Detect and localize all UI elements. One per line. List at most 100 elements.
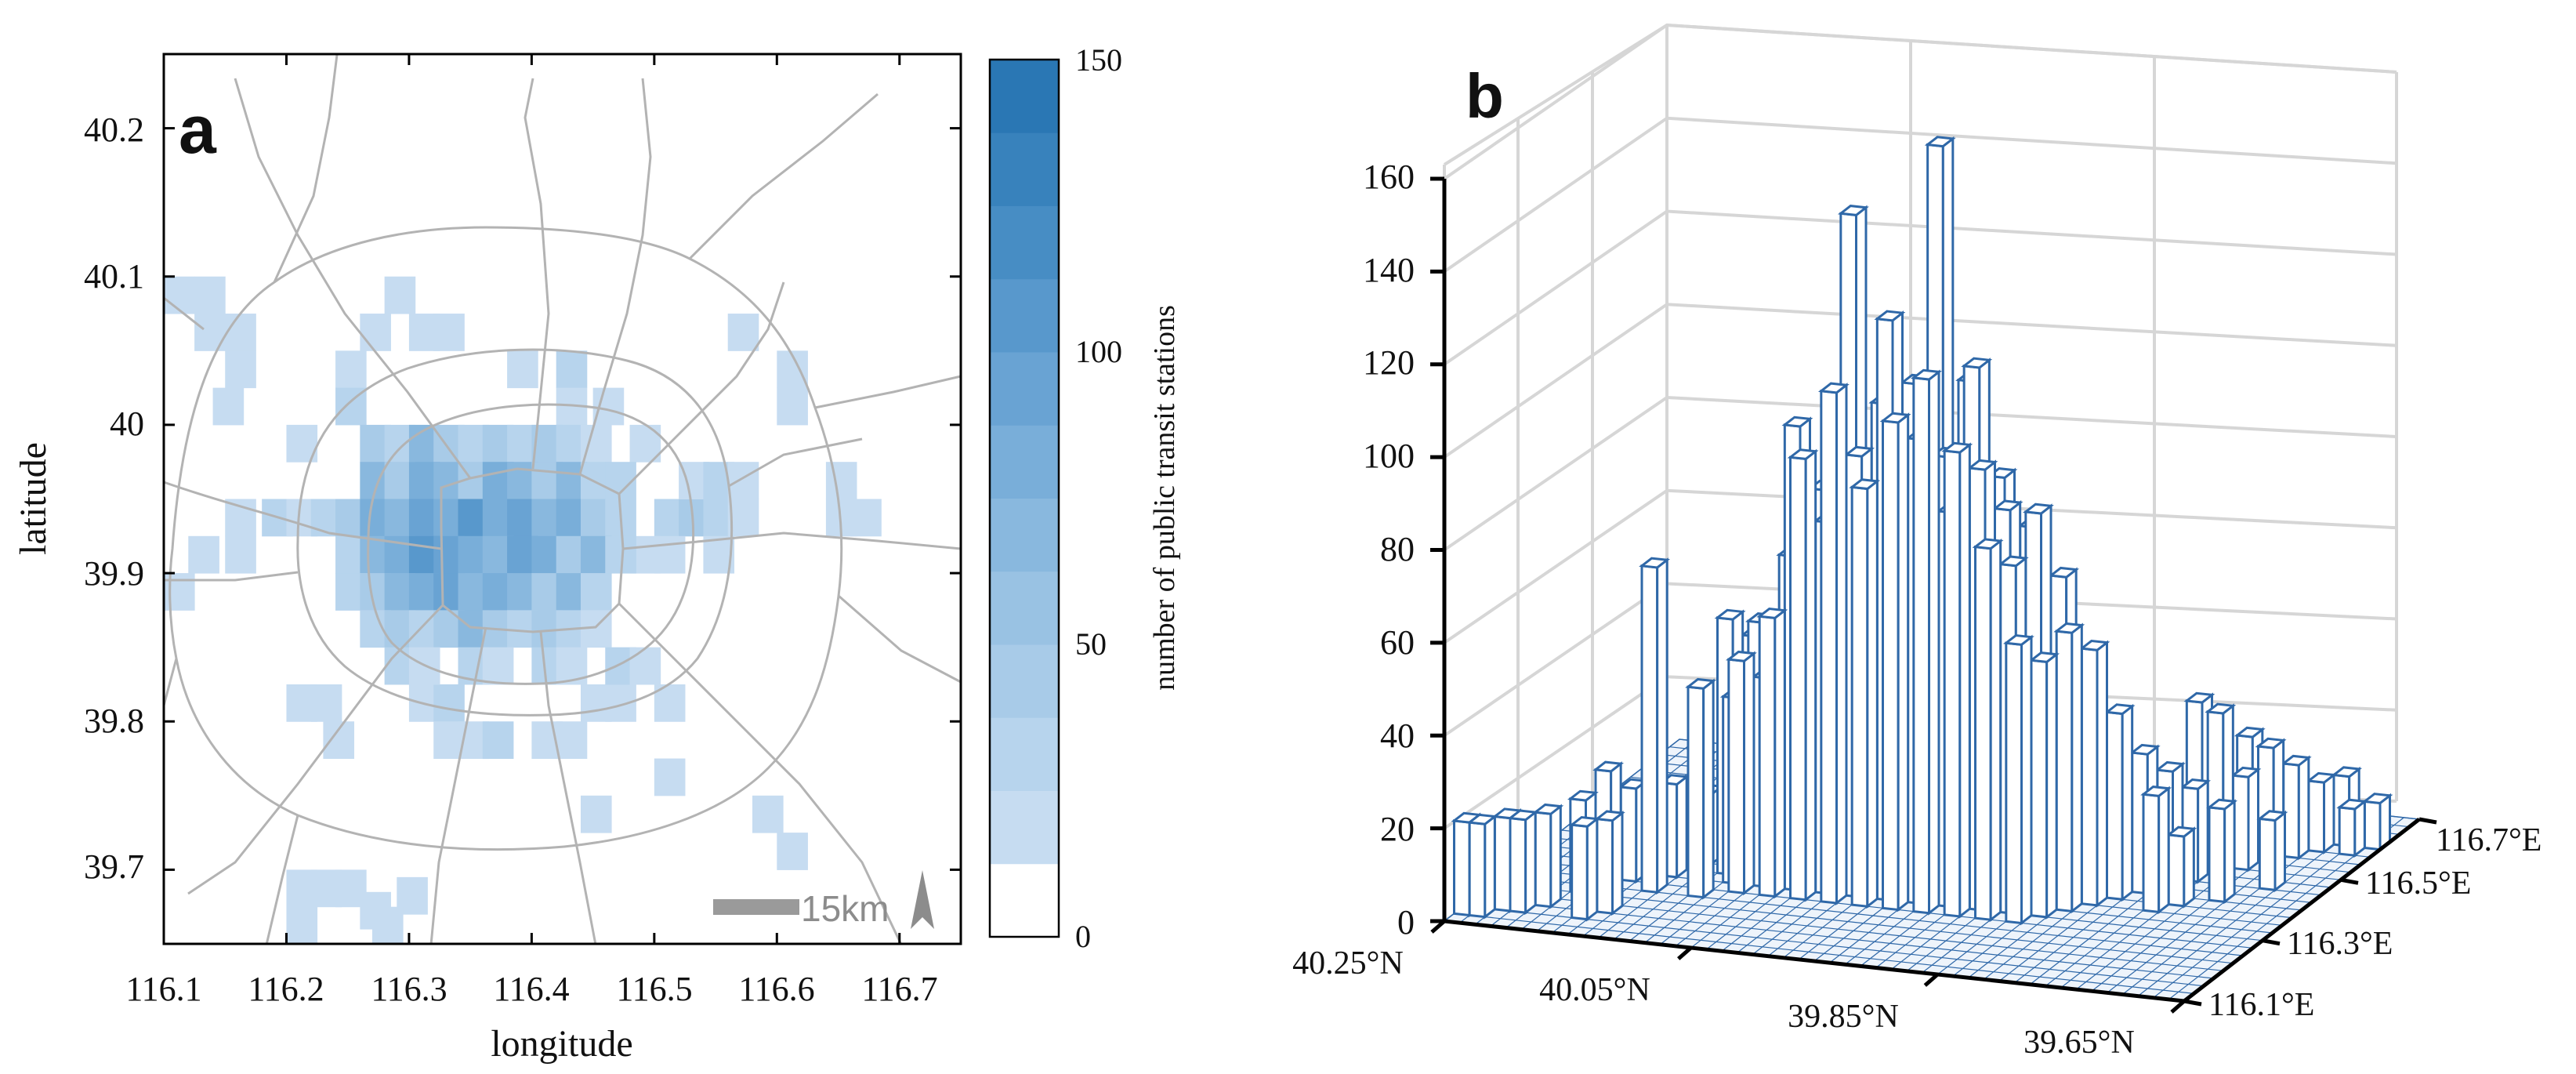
z-gridline — [1443, 209, 2397, 366]
bar-side-face — [1676, 774, 1688, 880]
bar-top-face — [1639, 557, 1671, 569]
bar-front-face — [1493, 815, 1512, 913]
bar-top-face — [1714, 608, 1746, 621]
bar-front-face — [2258, 817, 2277, 891]
z-gridline — [1443, 395, 2397, 552]
bar-top-face — [1941, 441, 1973, 454]
bar-top-face — [2205, 702, 2237, 715]
bar-side-face — [2197, 778, 2209, 884]
lon-tick-label: 116.1°E — [2208, 987, 2314, 1023]
colorbar-tick-label: 100 — [1075, 334, 1122, 369]
bar-top-face — [1924, 136, 1956, 148]
colorbar: 0 50 100 150 number of public transit st… — [988, 42, 1181, 954]
bar-3d — [2053, 622, 2085, 914]
heatmap-cell — [164, 276, 195, 314]
north-arrow-icon — [911, 870, 934, 929]
bar-3d — [1507, 809, 1539, 916]
bar-side-face — [2273, 810, 2286, 893]
bar-3d — [1941, 441, 1973, 920]
bar-side-face — [2183, 826, 2195, 909]
bar-top-face — [2022, 503, 2054, 515]
bar-front-face — [1820, 390, 1838, 905]
heatmap-cell — [727, 499, 759, 537]
heatmap-cell — [225, 535, 256, 574]
road-nw — [234, 78, 472, 479]
x-tick-label: 116.7 — [861, 970, 937, 1008]
bar-3d — [2305, 771, 2337, 855]
bar-side-face — [2297, 755, 2310, 861]
bar-front-face — [2030, 659, 2049, 919]
colorbar-block — [990, 863, 1059, 938]
colorbar-tick-label: 0 — [1075, 919, 1091, 954]
lat-tick — [1677, 946, 1693, 960]
bar-side-face — [2247, 767, 2259, 873]
road-n2 — [578, 78, 652, 475]
road-s1 — [539, 631, 597, 945]
ring-road-6 — [168, 226, 843, 851]
colorbar-tick-label: 150 — [1075, 42, 1122, 78]
bar-3d — [2028, 651, 2060, 920]
bar-side-face — [2071, 622, 2083, 914]
colorbar-frame — [988, 58, 1060, 938]
bar-side-face — [1989, 538, 2002, 923]
bar-top-face — [1756, 607, 1788, 619]
bar-front-face — [2307, 779, 2325, 854]
bar-side-face — [2158, 786, 2170, 915]
bar-side-face — [1835, 383, 1848, 906]
lat-tick — [1923, 973, 1939, 987]
bar-side-face — [1804, 448, 1817, 902]
heatmap-cell — [433, 684, 465, 722]
road-n1 — [524, 78, 550, 470]
heatmap-cell — [654, 758, 686, 796]
heatmap-cell — [433, 721, 465, 760]
bar-side-face — [1484, 814, 1496, 920]
bar-front-face — [1758, 615, 1777, 898]
road-far-s — [265, 815, 299, 945]
bar-top-face — [1532, 803, 1564, 815]
road-far-e2 — [838, 594, 962, 684]
bar-3d — [1466, 813, 1498, 920]
bar-top-face — [1849, 478, 1881, 491]
road-far-e — [814, 375, 962, 409]
heatmap-cell — [212, 387, 245, 426]
bar-front-face — [1850, 485, 1869, 908]
bar-side-face — [1866, 478, 1879, 909]
heatmap-cell — [727, 462, 759, 499]
bar-top-face — [2336, 798, 2368, 811]
heatmap-cell — [580, 573, 612, 611]
bar-top-face — [2140, 786, 2172, 797]
bar-side-face — [1958, 442, 1971, 920]
bar-front-face — [1534, 811, 1552, 909]
bar-3d — [1756, 607, 1788, 899]
colorbar-label: number of public transit stations — [1148, 305, 1181, 691]
heatmap-cell — [482, 647, 514, 685]
bar-3d — [1910, 368, 1942, 916]
bar-front-face — [2167, 833, 2186, 908]
y-axis-label: latitude — [13, 442, 54, 555]
bar-side-face — [1656, 557, 1668, 895]
heatmap-cell — [825, 462, 857, 499]
y-tick-label: 40.1 — [84, 257, 144, 296]
heatmap-cell — [580, 795, 612, 833]
heatmap-cell — [777, 833, 808, 870]
bar-top-face — [2179, 778, 2212, 790]
bar-top-face — [1507, 809, 1539, 822]
lat-tick-label: 39.65°N — [2023, 1025, 2135, 1061]
lat-tick-labels: 40.25°N 40.05°N 39.85°N 39.65°N — [1292, 945, 2135, 1061]
bar-3d — [1639, 557, 1671, 895]
bar-side-face — [2121, 703, 2134, 902]
z-tick-label: 160 — [1363, 158, 1415, 196]
lon-tick-label: 116.5°E — [2365, 865, 2471, 902]
bar-front-face — [1453, 819, 1471, 917]
z-gridline — [1443, 303, 2397, 459]
x-axis-label: longitude — [491, 1023, 632, 1065]
heatmap-cell — [654, 535, 686, 574]
lat-tick-label: 39.85°N — [1788, 999, 1899, 1035]
bar-top-face — [1781, 415, 1813, 428]
bar-front-face — [2005, 641, 2023, 925]
heatmap-cell — [592, 387, 625, 426]
bar-side-face — [1611, 811, 1624, 916]
bar-top-face — [2331, 766, 2363, 778]
bar-front-face — [1640, 564, 1659, 894]
lon-tick-labels: 116.1°E 116.3°E 116.5°E 116.7°E — [2208, 822, 2542, 1023]
